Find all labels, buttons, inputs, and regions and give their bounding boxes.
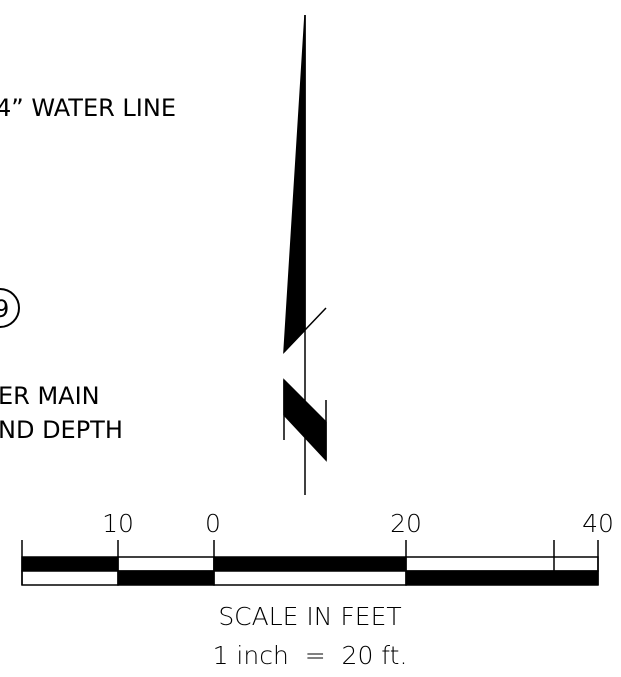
marker-circle [0, 288, 20, 328]
segment [405, 570, 599, 586]
segment [213, 556, 407, 572]
marker-number: 9 [0, 295, 9, 323]
segment [21, 556, 119, 572]
scale-label: 20 [390, 509, 422, 538]
segment [117, 556, 215, 572]
segment [405, 556, 599, 572]
scale-label: 10 [102, 509, 134, 538]
scale-bar [21, 540, 599, 586]
scale-label: 0 [205, 509, 221, 538]
segment [213, 570, 407, 586]
scale-ratio: 1 inch = 20 ft. [213, 641, 408, 670]
arrow-tick [283, 307, 327, 353]
scale-label: 40 [582, 509, 614, 538]
segment [21, 570, 119, 586]
segment [117, 570, 215, 586]
water-line-note: 4” WATER LINE [0, 94, 176, 122]
north-arrow [283, 14, 327, 495]
scale-title: SCALE IN FEET [218, 602, 401, 631]
main-note-2: ND DEPTH [0, 416, 123, 444]
main-note-1: ER MAIN [0, 382, 100, 410]
